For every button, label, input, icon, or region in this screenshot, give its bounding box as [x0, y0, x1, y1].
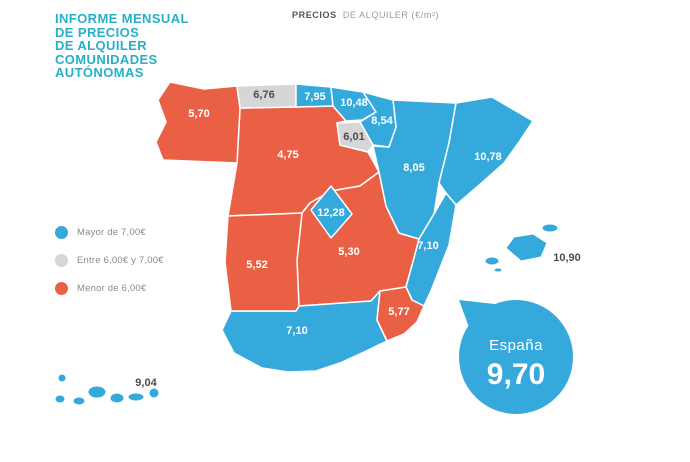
- island-la-gomera: [72, 396, 86, 406]
- label-extremadura: 5,52: [246, 259, 267, 271]
- label-cantabria: 7,95: [304, 91, 325, 103]
- region-madrid: [310, 185, 353, 239]
- region-galicia: [155, 81, 241, 164]
- espana-bubble: España 9,70: [459, 300, 573, 414]
- island-el-hierro: [54, 394, 66, 404]
- page-title: INFORME MENSUAL DE PRECIOS DE ALQUILER C…: [55, 12, 189, 80]
- legend-swatch-gray: [55, 253, 68, 267]
- label-asturias: 6,76: [253, 89, 274, 101]
- label-madrid: 12,28: [317, 207, 345, 219]
- espana-label: España: [489, 337, 543, 354]
- island-tenerife: [87, 385, 107, 399]
- label-baleares: 10,90: [553, 252, 581, 264]
- label-canarias: 9,04: [135, 377, 157, 389]
- header-title-rest: DE ALQUILER (€/m²): [342, 10, 440, 20]
- region-navarra: [359, 91, 397, 148]
- island-mallorca: [505, 233, 548, 262]
- label-aragon: 8,05: [403, 162, 424, 174]
- island-gran-canaria: [109, 392, 125, 404]
- title-line-1: INFORME MENSUAL: [55, 11, 189, 26]
- legend-swatch-orange: [55, 281, 68, 295]
- header-title-bold: PRECIOS: [292, 10, 337, 20]
- label-galicia: 5,70: [188, 108, 209, 120]
- region-murcia: [376, 286, 425, 342]
- label-navarra: 8,54: [371, 115, 393, 127]
- region-extremadura: [224, 212, 303, 312]
- legend-item-menor: Menor de 6,00€: [55, 274, 164, 302]
- legend-label-mayor: Mayor de 7,00€: [77, 226, 146, 238]
- label-andalucia: 7,10: [286, 325, 307, 337]
- legend-swatch-blue: [55, 225, 68, 239]
- island-formentera: [493, 267, 503, 273]
- islands-baleares: [484, 223, 559, 273]
- islands-canarias: [54, 373, 160, 406]
- legend-label-entre: Entre 6,00€ y 7,00€: [77, 254, 164, 266]
- legend-item-entre: Entre 6,00€ y 7,00€: [55, 246, 164, 274]
- title-line-2: DE PRECIOS: [55, 24, 140, 40]
- legend-label-menor: Menor de 6,00€: [77, 282, 147, 294]
- island-menorca: [541, 223, 559, 233]
- island-la-palma: [57, 373, 67, 383]
- espana-value: 9,70: [487, 358, 545, 391]
- label-castilla-la-mancha: 5,30: [338, 246, 359, 258]
- legend: Mayor de 7,00€ Entre 6,00€ y 7,00€ Menor…: [55, 218, 164, 302]
- label-la-rioja: 6,01: [343, 131, 364, 143]
- region-cataluna: [438, 96, 534, 206]
- label-valencia: 7,10: [417, 240, 438, 252]
- label-castilla-y-leon: 4,75: [277, 149, 298, 161]
- island-ibiza: [484, 256, 500, 266]
- region-la-rioja: [336, 121, 374, 153]
- island-fuerteventura: [127, 392, 145, 402]
- label-pais-vasco: 10,48: [340, 97, 368, 109]
- label-cataluna: 10,78: [474, 151, 502, 163]
- title-line-4: COMUNIDADES: [55, 51, 158, 67]
- label-murcia: 5,77: [388, 306, 409, 318]
- map-header: PRECIOS DE ALQUILER (€/m²): [292, 10, 439, 20]
- legend-item-mayor: Mayor de 7,00€: [55, 218, 164, 246]
- espana-bubble-circle: [459, 300, 573, 414]
- title-line-5: AUTÓNOMAS: [55, 65, 144, 80]
- title-line-3: DE ALQUILER: [55, 38, 148, 53]
- island-lanzarote: [148, 387, 160, 399]
